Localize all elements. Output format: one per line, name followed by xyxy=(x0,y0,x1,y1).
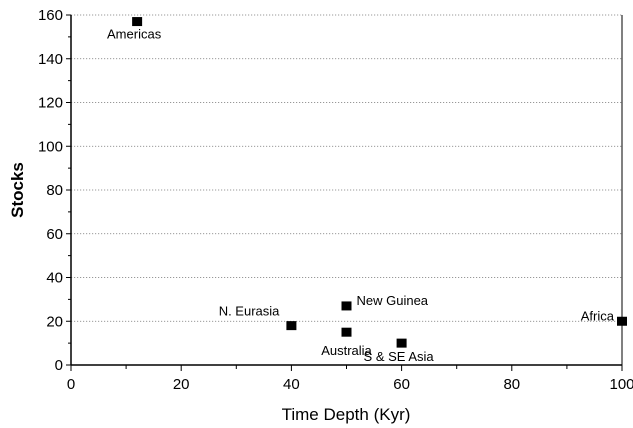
x-tick-label: 80 xyxy=(503,376,520,393)
y-tick-label: 120 xyxy=(38,95,63,112)
y-tick-label: 140 xyxy=(38,51,63,68)
tick-labels: 0 20 40 60 80 100 120 140 160 0 20 40 60 80 100 xyxy=(38,7,633,393)
y-tick-label: 60 xyxy=(46,226,63,243)
data-point-label: N. Eurasia xyxy=(219,304,280,319)
y-tick-label: 80 xyxy=(46,182,63,199)
data-point-marker xyxy=(341,327,352,337)
x-tick-label: 60 xyxy=(393,376,410,393)
data-points xyxy=(132,17,627,348)
y-tick-label: 160 xyxy=(38,7,63,24)
data-point-marker xyxy=(132,17,143,27)
data-point-marker xyxy=(617,316,627,326)
y-tick-label: 100 xyxy=(38,138,63,155)
data-point-label: S & SE Asia xyxy=(364,349,435,364)
grid-lines xyxy=(71,14,622,322)
y-axis-title: Stocks xyxy=(8,162,27,218)
y-tick-label: 0 xyxy=(55,357,63,374)
data-point-label: Australia xyxy=(321,343,372,358)
x-tick-label: 20 xyxy=(173,376,190,393)
data-point-label: Africa xyxy=(581,308,615,323)
x-axis-title: Time Depth (Kyr) xyxy=(282,405,411,424)
tick-marks xyxy=(66,14,623,371)
data-point-marker xyxy=(396,338,407,348)
data-point-label: New Guinea xyxy=(357,293,429,308)
data-point-marker xyxy=(286,321,297,331)
data-point-label: Americas xyxy=(107,27,162,42)
x-tick-label: 100 xyxy=(609,376,633,393)
x-tick-label: 40 xyxy=(283,376,300,393)
data-point-marker xyxy=(341,301,352,311)
x-tick-label: 0 xyxy=(67,376,75,393)
y-tick-label: 20 xyxy=(46,313,63,330)
y-tick-label: 40 xyxy=(46,270,63,287)
